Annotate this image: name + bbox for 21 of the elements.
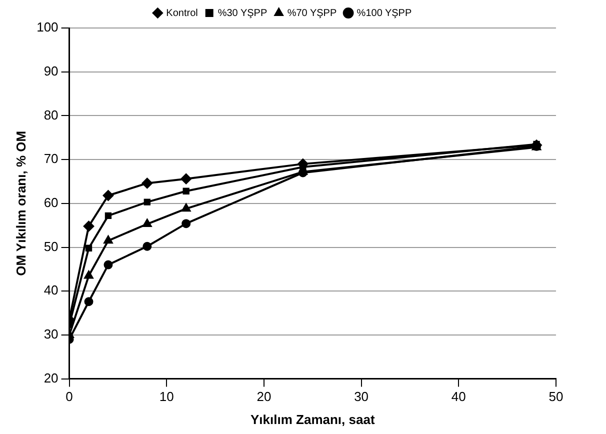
legend-label: %30 YŞPP bbox=[218, 8, 268, 19]
x-tick-label: 30 bbox=[354, 389, 369, 404]
legend-label: %100 YŞPP bbox=[356, 8, 412, 19]
x-axis-title: Yıkılım Zamanı, saat bbox=[250, 412, 376, 427]
x-tick-label: 10 bbox=[159, 389, 174, 404]
y-tick-label: 20 bbox=[44, 370, 58, 386]
x-tick-label: 50 bbox=[548, 389, 564, 404]
x-tick-label: 20 bbox=[256, 389, 272, 404]
x-tick-label: 0 bbox=[66, 389, 73, 404]
legend-label: Kontrol bbox=[166, 8, 198, 19]
y-tick-label: 80 bbox=[44, 107, 58, 122]
y-tick-label: 40 bbox=[44, 282, 58, 298]
y-tick-label: 100 bbox=[36, 20, 58, 35]
y-axis-title: OM Yıkılım oranı, % OM bbox=[13, 130, 28, 276]
legend-label: %70 YŞPP bbox=[287, 8, 337, 19]
y-tick-label: 60 bbox=[44, 194, 58, 210]
x-tick-label: 40 bbox=[451, 389, 466, 404]
y-tick-label: 90 bbox=[44, 63, 58, 78]
y-tick-label: 30 bbox=[44, 326, 58, 342]
y-tick-label: 70 bbox=[44, 151, 58, 166]
y-tick-label: 50 bbox=[44, 238, 58, 254]
